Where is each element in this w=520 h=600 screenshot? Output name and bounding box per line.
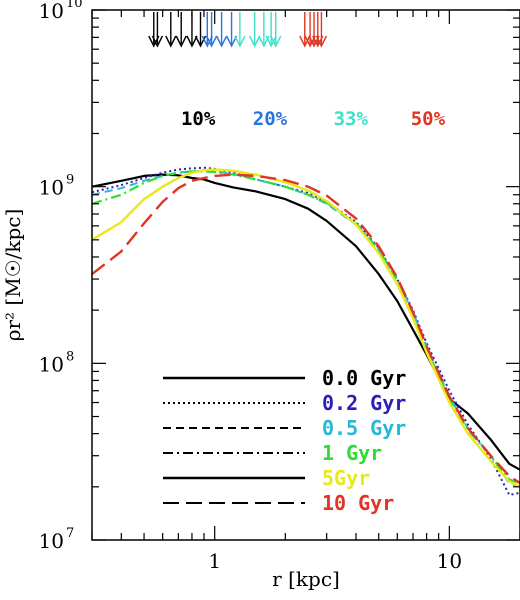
radius-arrow: [270, 12, 282, 48]
series-1-gyr: [91, 170, 520, 485]
y-tick-exponent: 8: [66, 349, 74, 364]
radius-arrow: [258, 12, 270, 48]
radius-arrow: [165, 12, 177, 48]
percentage-annotations: 10% 20% 33% 50%: [181, 108, 446, 130]
y-tick-label: 10: [39, 0, 64, 23]
radius-arrow: [175, 12, 187, 48]
y-tick-exponent: 7: [66, 526, 74, 541]
y-tick-exponent: 10: [66, 0, 83, 11]
axis-ticks: [91, 9, 520, 541]
y-tick-label: 10: [39, 176, 64, 200]
pct-label: 33%: [334, 108, 369, 130]
x-tick-label: 10: [437, 549, 462, 573]
legend-label: 5Gyr: [322, 466, 370, 490]
radius-arrow: [215, 12, 228, 48]
radius-arrow: [265, 12, 277, 48]
legend-label: 0.5 Gyr: [322, 416, 406, 440]
y-tick-exponent: 9: [66, 173, 74, 188]
plot-frame: [91, 9, 520, 541]
x-axis-label: r [kpc]: [272, 567, 340, 591]
series-5gyr: [91, 168, 520, 488]
y-axis-label: ρr² [M☉/kpc]: [1, 209, 25, 342]
pct-label: 20%: [253, 108, 288, 130]
legend-label: 10 Gyr: [322, 491, 394, 515]
legend-label: 0.2 Gyr: [322, 391, 406, 415]
radius-arrow: [225, 12, 238, 48]
series-0-0-gyr: [91, 173, 520, 471]
radius-arrow: [315, 12, 328, 48]
radius-arrow: [205, 12, 218, 48]
radius-arrow: [151, 12, 164, 48]
y-tick-label: 10: [39, 352, 64, 376]
series-0-2-gyr: [91, 166, 520, 496]
radius-arrow: [234, 12, 246, 48]
legend-label: 0.0 Gyr: [322, 366, 406, 390]
radius-arrow: [299, 12, 311, 48]
data-curves: [91, 166, 520, 496]
x-tick-label: 1: [208, 549, 221, 573]
pct-label: 10%: [181, 108, 216, 130]
y-tick-label: 10: [39, 529, 64, 553]
series-10-gyr: [91, 173, 520, 485]
radius-arrow: [249, 12, 261, 48]
series-0-5-gyr: [91, 169, 520, 488]
half-mass-radius-arrows: [148, 12, 328, 48]
legend-label: 1 Gyr: [322, 441, 382, 465]
pct-label: 50%: [411, 108, 446, 130]
radius-arrow: [186, 12, 198, 48]
